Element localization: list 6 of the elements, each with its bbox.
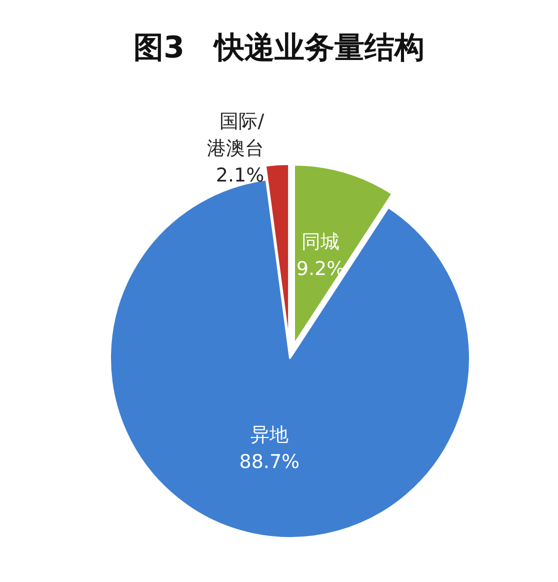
chart-title: 图3 快递业务量结构 xyxy=(134,30,424,66)
slice-label: 同城 xyxy=(301,230,340,253)
data-label: 88.7% xyxy=(239,451,300,474)
slice-label: 国际/港澳台 xyxy=(207,110,265,160)
slice-label: 异地 xyxy=(250,424,288,446)
data-label: 2.1% xyxy=(216,164,264,186)
